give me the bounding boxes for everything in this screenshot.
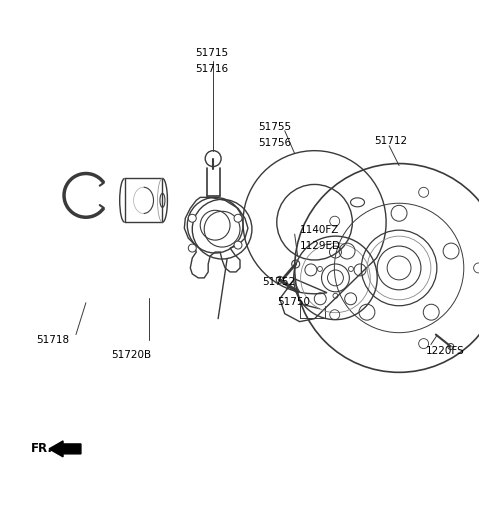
Text: 51718: 51718: [36, 335, 69, 345]
Text: 51715: 51715: [195, 48, 228, 58]
Text: 1220FS: 1220FS: [426, 347, 465, 357]
FancyArrow shape: [49, 441, 81, 457]
Circle shape: [234, 214, 242, 222]
Circle shape: [188, 244, 196, 252]
Text: 51712: 51712: [374, 135, 408, 146]
Circle shape: [188, 214, 196, 222]
Text: FR.: FR.: [31, 442, 53, 455]
Text: 51752: 51752: [262, 277, 295, 287]
Circle shape: [234, 241, 242, 249]
Text: 51756: 51756: [258, 138, 291, 148]
Text: 51755: 51755: [258, 122, 291, 132]
Text: 51716: 51716: [195, 64, 228, 74]
Text: 51720B: 51720B: [111, 350, 151, 360]
Text: 1140FZ: 1140FZ: [300, 225, 339, 235]
Text: 51750: 51750: [277, 297, 310, 307]
Text: 1129ED: 1129ED: [300, 241, 341, 251]
